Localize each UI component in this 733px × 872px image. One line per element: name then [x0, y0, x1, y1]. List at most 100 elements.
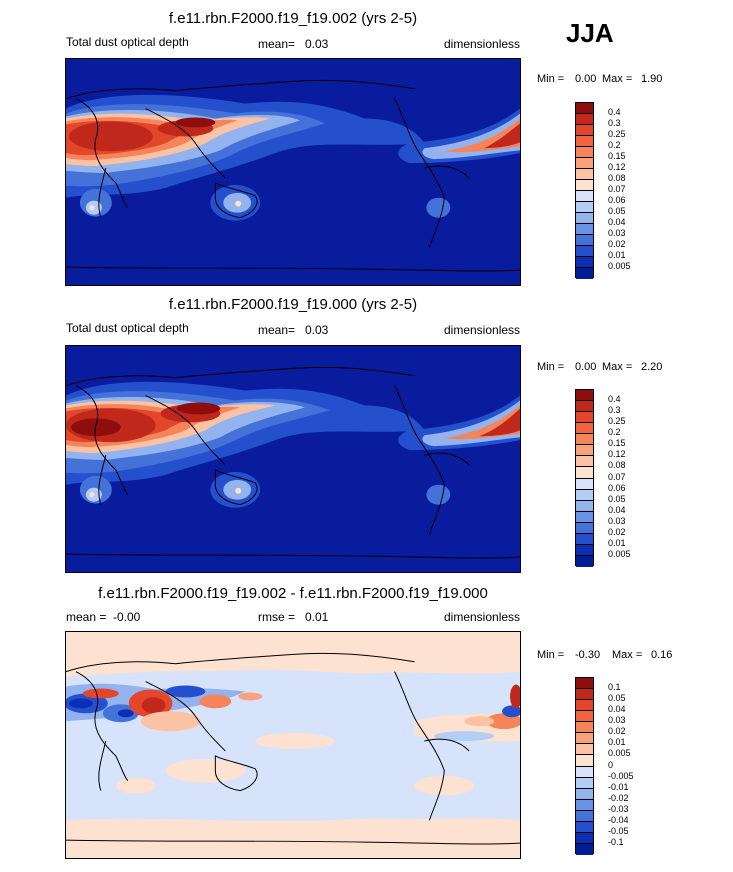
panel3-mean-label: mean =	[66, 610, 107, 624]
colorbar-level-label: -0.04	[608, 814, 629, 825]
panel1-mean-value: 0.03	[305, 37, 329, 51]
panel2-mean-label: mean=	[258, 323, 296, 337]
colorbar-level-label: 0.04	[608, 217, 626, 227]
panel1-map	[65, 58, 521, 286]
colorbar-segment	[576, 733, 593, 745]
colorbar-level-label: 0.04	[608, 704, 626, 715]
colorbar-segment	[576, 434, 593, 446]
colorbar-segment	[576, 169, 593, 180]
colorbar-segment	[576, 711, 593, 723]
colorbar-level-label: 0.15	[608, 438, 626, 449]
panel3-mean-value: -0.00	[113, 610, 141, 624]
panel2-min-value: 0.00	[575, 361, 597, 373]
panel2-min-label: Min =	[537, 361, 565, 373]
colorbar-segment	[576, 136, 593, 147]
colorbar-segment	[576, 390, 593, 402]
colorbar-segment	[576, 821, 593, 833]
colorbar-level-label: 0.04	[608, 504, 626, 515]
colorbar-segment	[576, 843, 593, 855]
colorbar-level-label: -0.02	[608, 792, 629, 803]
colorbar-segment	[576, 522, 593, 534]
panel2-max-label: Max =	[602, 361, 633, 373]
colorbar-segment	[576, 213, 593, 224]
colorbar-segment	[576, 467, 593, 479]
colorbar-segment	[576, 235, 593, 246]
colorbar-level-label: 0.3	[608, 405, 621, 416]
colorbar-segment	[576, 456, 593, 468]
colorbar-segment	[576, 489, 593, 501]
panel1-max-value: 1.90	[641, 73, 663, 85]
colorbar-level-label: 0.08	[608, 173, 626, 183]
panel1-title: f.e11.rbn.F2000.f19_f19.002 (yrs 2-5)	[168, 10, 418, 27]
panel2-units: dimensionless	[444, 323, 521, 337]
colorbar-segment	[576, 689, 593, 701]
colorbar-level-label: 0.25	[608, 416, 626, 427]
panel2-title: f.e11.rbn.F2000.f19_f19.000 (yrs 2-5)	[168, 296, 418, 313]
colorbar-segment	[576, 202, 593, 213]
panel3-colorbar	[575, 677, 594, 855]
colorbar-level-label: 0.4	[608, 107, 621, 117]
colorbar-segment	[576, 445, 593, 457]
colorbar-level-label: 0.005	[608, 548, 631, 559]
colorbar-segment	[576, 401, 593, 413]
colorbar-level-label: 0.03	[608, 515, 626, 526]
panel2-variable: Total dust optical depth	[66, 321, 189, 335]
colorbar-segment	[576, 722, 593, 734]
colorbar-segment	[576, 180, 593, 191]
colorbar-segment	[576, 224, 593, 235]
colorbar-segment	[576, 478, 593, 490]
panel2-mean-value: 0.03	[305, 323, 329, 337]
panel1-min-label: Min =	[537, 73, 565, 85]
panel3-title: f.e11.rbn.F2000.f19_f19.002 - f.e11.rbn.…	[98, 585, 488, 602]
colorbar-segment	[576, 755, 593, 767]
colorbar-level-label: 0.05	[608, 693, 626, 704]
colorbar-level-label: 0.1	[608, 682, 621, 693]
panel2-colorbar	[575, 389, 594, 567]
panel1-colorbar	[575, 102, 594, 279]
colorbar-segment	[576, 832, 593, 844]
colorbar-level-label: 0.02	[608, 726, 626, 737]
panel1-max-label: Max =	[602, 73, 633, 85]
colorbar-level-label: 0.08	[608, 460, 626, 471]
panel1-mean-label: mean=	[258, 37, 296, 51]
colorbar-level-label: 0.07	[608, 184, 626, 194]
panel3-units: dimensionless	[444, 610, 521, 624]
colorbar-segment	[576, 533, 593, 545]
colorbar-level-label: 0.4	[608, 394, 621, 405]
colorbar-level-label: 0.05	[608, 206, 626, 216]
colorbar-level-label: 0.02	[608, 526, 626, 537]
colorbar-level-label: 0.25	[608, 129, 626, 139]
colorbar-level-label: 0.2	[608, 427, 621, 438]
colorbar-level-label: 0.15	[608, 151, 626, 161]
colorbar-level-label: 0.06	[608, 195, 626, 205]
colorbar-level-label: 0	[608, 759, 614, 770]
colorbar-segment	[576, 555, 593, 567]
colorbar-segment	[576, 412, 593, 424]
colorbar-level-label: -0.01	[608, 781, 629, 792]
panel3-rmse-value: 0.01	[305, 610, 329, 624]
colorbar-level-label: 0.2	[608, 140, 621, 150]
colorbar-level-label: 0.07	[608, 471, 626, 482]
colorbar-level-label: 0.3	[608, 118, 621, 128]
colorbar-level-label: 0.005	[608, 261, 631, 271]
colorbar-level-label: 0.01	[608, 737, 626, 748]
colorbar-level-label: -0.1	[608, 836, 624, 847]
colorbar-segment	[576, 777, 593, 789]
colorbar-segment	[576, 744, 593, 756]
panel3-min-label: Min =	[537, 649, 565, 661]
colorbar-segment	[576, 500, 593, 512]
colorbar-level-label: -0.05	[608, 825, 629, 836]
panel1-min-value: 0.00	[575, 73, 597, 85]
colorbar-segment	[576, 125, 593, 136]
colorbar-level-label: -0.03	[608, 803, 629, 814]
panel3-min-value: -0.30	[575, 649, 601, 661]
panel2-map	[65, 345, 521, 573]
colorbar-level-label: 0.01	[608, 537, 626, 548]
panel3-rmse-label: rmse =	[258, 610, 296, 624]
panel3-max-value: 0.16	[651, 649, 673, 661]
colorbar-level-label: 0.03	[608, 715, 626, 726]
colorbar-level-label: 0.05	[608, 493, 626, 504]
panel1-variable: Total dust optical depth	[66, 35, 189, 49]
colorbar-level-label: 0.02	[608, 239, 626, 249]
colorbar-segment	[576, 191, 593, 202]
